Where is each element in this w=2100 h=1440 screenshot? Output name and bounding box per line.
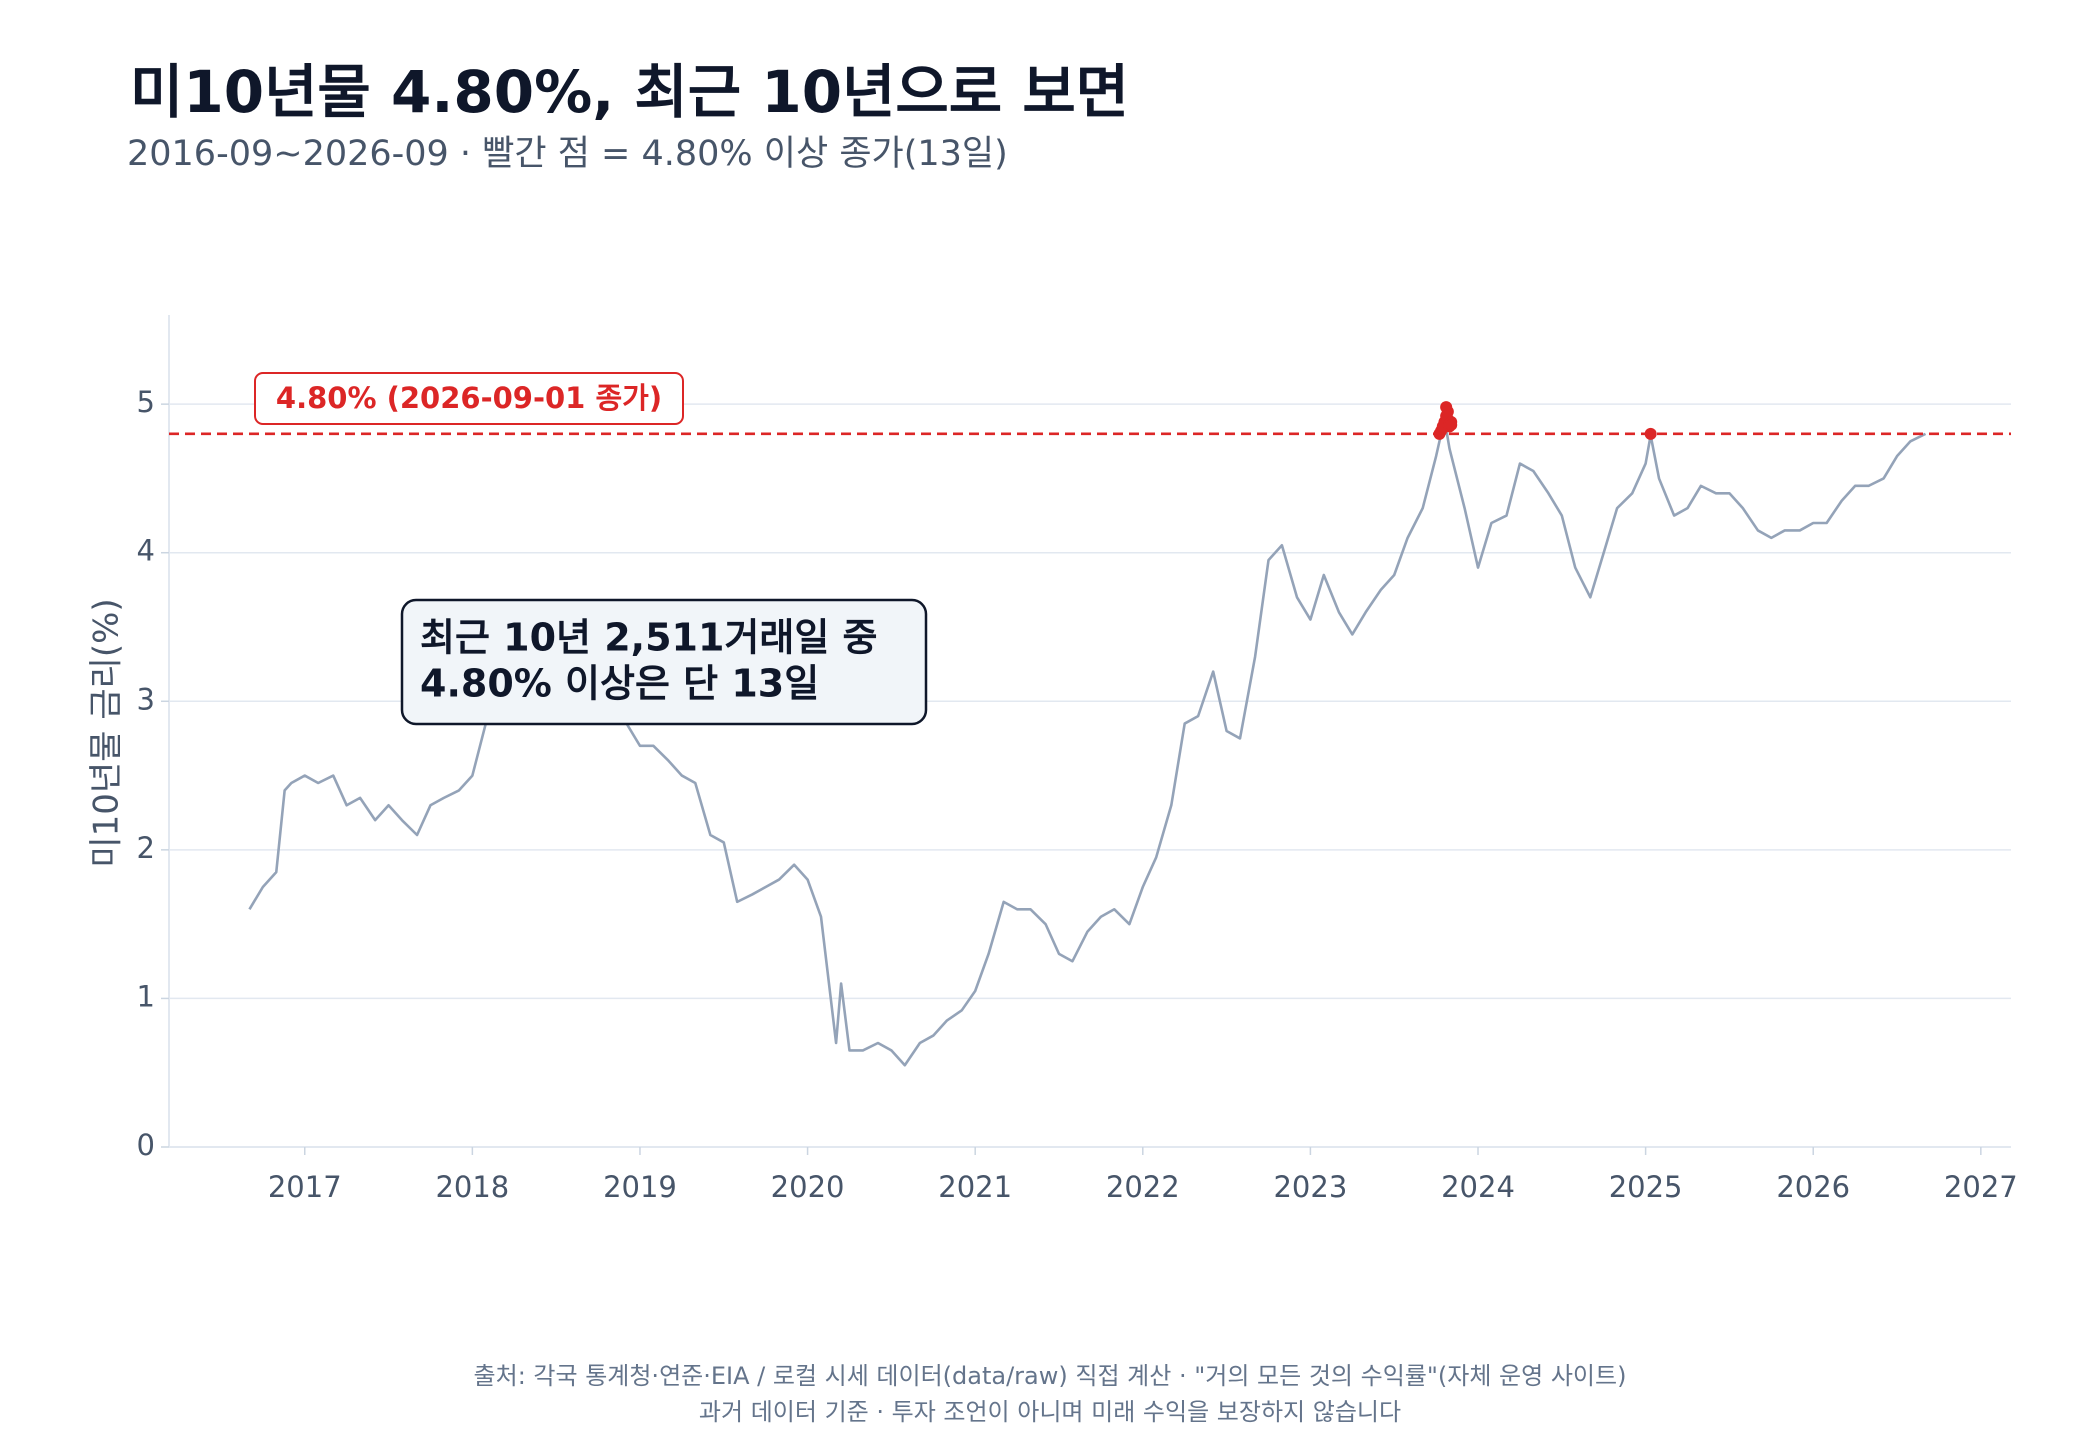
x-tick-label: 2025	[1609, 1170, 1683, 1204]
x-tick-label: 2021	[938, 1170, 1012, 1204]
highlight-point	[1445, 418, 1458, 431]
x-tick-label: 2019	[603, 1170, 677, 1204]
x-tick-label: 2024	[1441, 1170, 1515, 1204]
y-tick-label: 2	[137, 831, 155, 865]
footnote: 과거 데이터 기준 · 투자 조언이 아니며 미래 수익을 보장하지 않습니다	[699, 1398, 1401, 1426]
y-tick-label: 0	[137, 1128, 155, 1162]
x-tick-label: 2023	[1273, 1170, 1347, 1204]
footnote: 출처: 각국 통계청·연준·EIA / 로컬 시세 데이터(data/raw) …	[474, 1362, 1627, 1390]
annotation-text: 4.80% 이상은 단 13일	[420, 662, 819, 706]
x-tick-label: 2018	[435, 1170, 509, 1204]
reference-label: 4.80% (2026-09-01 종가)	[276, 381, 662, 415]
annotation-text: 최근 10년 2,511거래일 중	[420, 616, 878, 660]
y-tick-label: 4	[137, 534, 155, 568]
x-tick-label: 2026	[1776, 1170, 1850, 1204]
y-tick-label: 1	[137, 979, 155, 1013]
y-tick-label: 3	[137, 682, 155, 716]
y-tick-label: 5	[137, 385, 155, 419]
highlight-point	[1644, 427, 1657, 440]
x-tick-label: 2017	[268, 1170, 342, 1204]
reference-label-box	[254, 372, 684, 425]
chart-subtitle: 2016-09~2026-09 · 빨간 점 = 4.80% 이상 종가(13일…	[127, 134, 1008, 174]
line-series	[248, 417, 1927, 1067]
annotation-box	[400, 598, 928, 726]
x-tick-label: 2027	[1944, 1170, 2018, 1204]
chart-title: 미10년물 4.80%, 최근 10년으로 보면	[130, 58, 1129, 126]
x-tick-label: 2020	[771, 1170, 845, 1204]
y-axis-label: 미10년물 금리(%)	[87, 598, 127, 867]
x-tick-label: 2022	[1106, 1170, 1180, 1204]
